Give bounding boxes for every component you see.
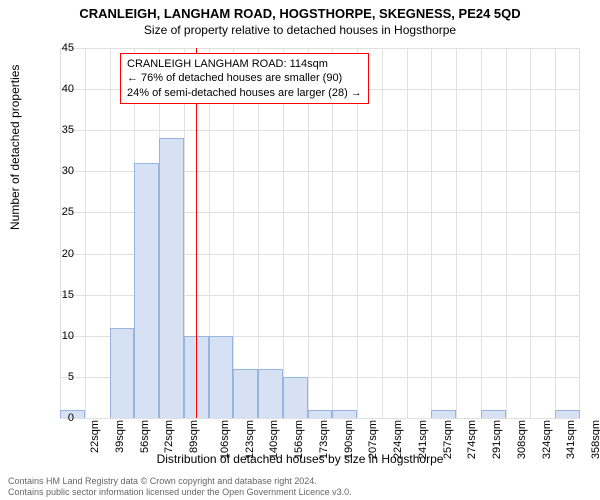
histogram-bar — [159, 138, 184, 418]
plot-area: CRANLEIGH LANGHAM ROAD: 114sqm ← 76% of … — [60, 48, 580, 418]
annotation-line1: CRANLEIGH LANGHAM ROAD: 114sqm — [127, 57, 362, 71]
xtick-label: 274sqm — [467, 420, 479, 459]
gridline-v — [407, 48, 408, 418]
xtick-label: 123sqm — [244, 420, 256, 459]
xtick-label: 358sqm — [590, 420, 600, 459]
xtick-label: 324sqm — [541, 420, 553, 459]
ytick-label: 0 — [49, 412, 74, 424]
gridline-v — [555, 48, 556, 418]
xtick-label: 190sqm — [343, 420, 355, 459]
annotation-line2: ← 76% of detached houses are smaller (90… — [127, 71, 362, 85]
gridline-h — [60, 130, 580, 131]
ytick-label: 20 — [49, 248, 74, 260]
chart-subtitle: Size of property relative to detached ho… — [0, 21, 600, 37]
xtick-label: 89sqm — [188, 420, 200, 453]
gridline-h — [60, 48, 580, 49]
xtick-label: 257sqm — [442, 420, 454, 459]
chart-title: CRANLEIGH, LANGHAM ROAD, HOGSTHORPE, SKE… — [0, 0, 600, 21]
ytick-label: 25 — [49, 206, 74, 218]
gridline-v — [530, 48, 531, 418]
xtick-label: 140sqm — [268, 420, 280, 459]
gridline-h — [60, 418, 580, 419]
y-axis-label: Number of detached properties — [8, 65, 22, 230]
gridline-v — [60, 48, 61, 418]
xtick-label: 241sqm — [417, 420, 429, 459]
histogram-bar — [481, 410, 506, 418]
ytick-label: 30 — [49, 165, 74, 177]
footer-line2: Contains public sector information licen… — [8, 487, 352, 498]
gridline-v — [579, 48, 580, 418]
histogram-bar — [308, 410, 333, 418]
ytick-label: 35 — [49, 124, 74, 136]
gridline-v — [382, 48, 383, 418]
gridline-v — [506, 48, 507, 418]
ytick-label: 15 — [49, 289, 74, 301]
histogram-bar — [258, 369, 283, 418]
ytick-label: 40 — [49, 83, 74, 95]
xtick-label: 22sqm — [89, 420, 101, 453]
footer: Contains HM Land Registry data © Crown c… — [8, 476, 352, 498]
xtick-label: 207sqm — [368, 420, 380, 459]
xtick-label: 56sqm — [139, 420, 151, 453]
xtick-label: 291sqm — [491, 420, 503, 459]
histogram-bar — [233, 369, 258, 418]
histogram-bar — [283, 377, 308, 418]
chart-container: CRANLEIGH, LANGHAM ROAD, HOGSTHORPE, SKE… — [0, 0, 600, 500]
xtick-label: 308sqm — [516, 420, 528, 459]
xtick-label: 106sqm — [219, 420, 231, 459]
ytick-label: 5 — [49, 371, 74, 383]
xtick-label: 341sqm — [566, 420, 578, 459]
xtick-label: 224sqm — [392, 420, 404, 459]
xtick-label: 39sqm — [114, 420, 126, 453]
histogram-bar — [110, 328, 135, 418]
footer-line1: Contains HM Land Registry data © Crown c… — [8, 476, 352, 487]
histogram-bar — [332, 410, 357, 418]
histogram-bar — [134, 163, 159, 418]
annotation-box: CRANLEIGH LANGHAM ROAD: 114sqm ← 76% of … — [120, 53, 369, 104]
gridline-v — [481, 48, 482, 418]
xtick-label: 173sqm — [318, 420, 330, 459]
ytick-label: 45 — [49, 42, 74, 54]
xtick-label: 72sqm — [163, 420, 175, 453]
ytick-label: 10 — [49, 330, 74, 342]
gridline-v — [431, 48, 432, 418]
histogram-bar — [431, 410, 456, 418]
histogram-bar — [555, 410, 580, 418]
gridline-v — [85, 48, 86, 418]
xtick-label: 156sqm — [293, 420, 305, 459]
annotation-line3: 24% of semi-detached houses are larger (… — [127, 86, 362, 100]
gridline-v — [456, 48, 457, 418]
histogram-bar — [209, 336, 234, 418]
